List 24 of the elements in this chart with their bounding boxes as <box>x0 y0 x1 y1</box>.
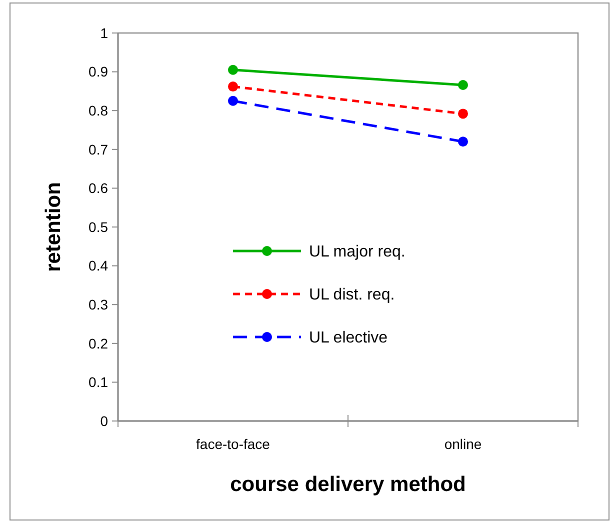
y-tick-label: 0.9 <box>88 64 108 80</box>
y-tick-label: 0.3 <box>88 296 108 312</box>
y-tick-label: 0.8 <box>88 102 108 118</box>
x-tick-label: online <box>444 436 482 452</box>
point <box>228 96 238 106</box>
legend-label: UL elective <box>309 330 388 347</box>
x-tick-label: face-to-face <box>196 436 270 452</box>
point <box>228 64 238 75</box>
point <box>458 80 468 90</box>
y-tick-label: 0.1 <box>88 374 108 390</box>
point <box>228 82 238 92</box>
legend-label: UL major req. <box>309 244 406 261</box>
point <box>458 108 468 119</box>
y-tick-label: 0.7 <box>88 141 108 158</box>
legend-label: UL dist. req. <box>309 286 395 304</box>
y-tick-label: 0 <box>100 412 108 429</box>
y-axis-title: retention <box>42 182 65 272</box>
x-axis-title: course delivery method <box>230 473 466 496</box>
y-tick-label: 0.4 <box>88 258 108 274</box>
point <box>458 136 468 147</box>
y-tick-label: 1 <box>100 24 108 41</box>
y-tick-label: 0.5 <box>88 218 108 235</box>
y-tick-label: 0.2 <box>88 335 108 352</box>
y-tick-label: 0.6 <box>88 180 108 196</box>
